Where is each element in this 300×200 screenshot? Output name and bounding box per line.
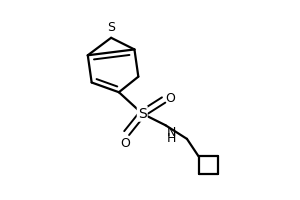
- Text: O: O: [166, 92, 176, 105]
- Text: S: S: [107, 21, 115, 34]
- Text: H: H: [167, 132, 176, 145]
- Text: N: N: [167, 126, 176, 139]
- Text: O: O: [120, 137, 130, 150]
- Text: S: S: [138, 107, 147, 121]
